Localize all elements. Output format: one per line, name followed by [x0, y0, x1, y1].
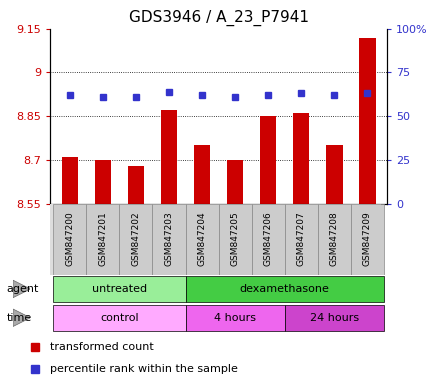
Bar: [119, 204, 152, 275]
Bar: [86, 204, 119, 275]
Bar: [226, 160, 243, 204]
Title: GDS3946 / A_23_P7941: GDS3946 / A_23_P7941: [128, 10, 308, 26]
Bar: [53, 305, 185, 331]
Bar: [325, 145, 342, 204]
Text: GSM847208: GSM847208: [329, 212, 338, 266]
Text: control: control: [100, 313, 138, 323]
Text: percentile rank within the sample: percentile rank within the sample: [50, 364, 237, 374]
Text: GSM847205: GSM847205: [230, 212, 239, 266]
Text: GSM847201: GSM847201: [98, 212, 107, 266]
Text: 24 hours: 24 hours: [309, 313, 358, 323]
Bar: [218, 204, 251, 275]
Bar: [350, 204, 383, 275]
Bar: [161, 110, 177, 204]
Text: GSM847200: GSM847200: [65, 212, 74, 266]
Bar: [185, 276, 383, 302]
Bar: [284, 204, 317, 275]
Bar: [152, 204, 185, 275]
Bar: [259, 116, 276, 204]
Text: GSM847204: GSM847204: [197, 212, 206, 266]
Text: GSM847202: GSM847202: [131, 212, 140, 266]
Text: 4 hours: 4 hours: [214, 313, 256, 323]
Text: time: time: [7, 313, 32, 323]
Text: GSM847209: GSM847209: [362, 212, 371, 266]
Text: GSM847206: GSM847206: [263, 212, 272, 266]
Bar: [284, 305, 383, 331]
Text: transformed count: transformed count: [50, 342, 153, 352]
Text: dexamethasone: dexamethasone: [239, 284, 329, 294]
Bar: [251, 204, 284, 275]
Bar: [62, 157, 78, 204]
Polygon shape: [13, 280, 30, 298]
Bar: [317, 204, 350, 275]
Text: GSM847207: GSM847207: [296, 212, 305, 266]
Polygon shape: [13, 309, 30, 326]
Bar: [128, 166, 144, 204]
Bar: [53, 204, 86, 275]
Bar: [53, 276, 185, 302]
Bar: [194, 145, 210, 204]
Text: GSM847203: GSM847203: [164, 212, 173, 266]
Text: agent: agent: [7, 284, 39, 294]
Bar: [95, 160, 111, 204]
Bar: [292, 113, 309, 204]
Bar: [185, 204, 218, 275]
Bar: [185, 305, 284, 331]
Bar: [358, 38, 375, 204]
Text: untreated: untreated: [92, 284, 147, 294]
